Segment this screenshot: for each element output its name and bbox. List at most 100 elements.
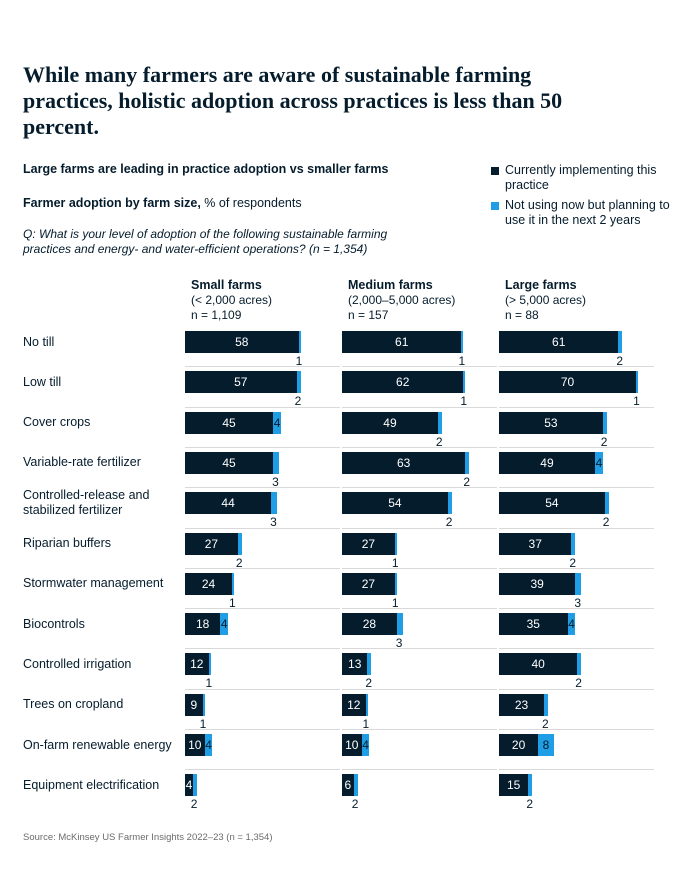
value-label-planning: 2 (526, 797, 534, 812)
bar-planning (298, 331, 301, 353)
value-label-current: 57 (234, 375, 248, 390)
bar-current (185, 572, 232, 595)
bar-planning (604, 492, 609, 515)
panel-header-2: Large farms (> 5,000 acres) n = 88 (505, 278, 655, 323)
legend-label-current: Currently implementing this practice (505, 163, 657, 192)
value-label-planning: 1 (633, 394, 640, 409)
bar-current (185, 613, 221, 636)
value-label-planning: 2 (435, 434, 443, 449)
bar-planning (544, 693, 548, 716)
value-label-current: 45 (222, 455, 236, 470)
bar-current (499, 451, 595, 474)
row-label: Variable-rate fertilizer (23, 455, 141, 470)
value-label-current: 49 (383, 415, 397, 430)
panel-n: n = 157 (348, 308, 389, 322)
row-divider (185, 406, 340, 408)
bar-planning (367, 653, 372, 676)
row-divider (185, 729, 340, 730)
row-label: Low till (23, 374, 62, 389)
chart-subtitle: Large farms are leading in practice adop… (23, 162, 389, 176)
value-label-planning: 1 (295, 354, 303, 368)
bar-planning (538, 734, 554, 756)
bar-planning (461, 331, 464, 353)
value-label-planning: 4 (220, 617, 228, 632)
bar-current (342, 492, 448, 515)
value-label-planning: 3 (395, 636, 403, 651)
legend-item-planning: Not using now but planning to use it in … (491, 198, 671, 228)
panel-header-1: Medium farms (2,000–5,000 acres) n = 157 (348, 278, 498, 323)
value-label-planning: 3 (270, 515, 277, 530)
row-divider (342, 769, 497, 771)
value-label-planning: 2 (235, 555, 243, 570)
value-label-current: 12 (190, 657, 204, 672)
value-label-planning: 1 (228, 595, 236, 610)
bar-planning (636, 371, 639, 394)
value-label-current: 10 (345, 738, 359, 752)
bar-planning (618, 331, 623, 353)
value-label-planning: 1 (391, 555, 399, 570)
bar-current (499, 492, 605, 515)
value-label-planning: 2 (616, 354, 624, 368)
row-label: Controlled-release and stabilized fertil… (23, 488, 150, 518)
bar-planning (192, 774, 197, 797)
bar-current (342, 653, 368, 676)
measure-label: Farmer adoption by farm size, % of respo… (23, 196, 302, 210)
survey-question: Q: What is your level of adoption of the… (23, 227, 388, 256)
bar-planning (437, 411, 442, 434)
row-divider (185, 769, 340, 771)
row-divider (342, 688, 497, 690)
row-label: Equipment electrification (23, 777, 160, 792)
row-divider (499, 366, 654, 368)
value-label-planning: 1 (391, 595, 399, 610)
bar-planning (361, 734, 370, 756)
measure-unit: % of respondents (200, 196, 302, 210)
value-label-current: 44 (221, 496, 235, 511)
row-divider (499, 527, 654, 529)
value-label-planning: 2 (190, 797, 198, 812)
value-label-planning: 2 (542, 716, 549, 731)
bar-current (342, 411, 438, 434)
value-label-planning: 2 (365, 676, 373, 691)
row-label: Controlled irrigation (23, 656, 132, 671)
bar-current (499, 572, 576, 595)
bar-current (342, 774, 354, 797)
value-label-current: 27 (361, 576, 376, 591)
bar-current (185, 653, 209, 676)
bar-planning (271, 492, 278, 515)
bar-planning (594, 451, 603, 474)
source-note: Source: McKinsey US Farmer Insights 2022… (23, 832, 273, 843)
row-divider (342, 608, 497, 610)
value-label-planning: 2 (294, 394, 302, 409)
value-label-current: 61 (395, 335, 409, 349)
bar-planning (463, 371, 466, 394)
value-label-planning: 4 (362, 738, 369, 752)
bar-planning (465, 451, 470, 474)
row-label: Cover crops (23, 415, 91, 430)
bar-planning (353, 774, 358, 797)
value-label-planning: 2 (445, 515, 453, 530)
value-label-planning: 1 (362, 716, 370, 731)
value-label-planning: 1 (458, 354, 466, 368)
value-label-current: 45 (222, 415, 236, 430)
value-label-planning: 2 (575, 676, 582, 691)
value-label-planning: 3 (574, 595, 581, 610)
measure-bold: Farmer adoption by farm size, (23, 196, 201, 210)
bar-planning (567, 613, 576, 636)
bar-current (342, 613, 397, 636)
row-divider (342, 366, 497, 368)
row-divider (499, 567, 654, 569)
value-label-current: 28 (362, 617, 377, 632)
value-label-current: 54 (545, 496, 559, 511)
bar-planning (296, 371, 301, 394)
row-divider (499, 406, 654, 408)
value-label-current: 27 (361, 536, 376, 551)
panel-size: (> 5,000 acres) (505, 293, 587, 307)
bar-planning (232, 572, 234, 595)
bar-current (342, 371, 464, 394)
value-label-current: 37 (528, 536, 542, 551)
value-label-current: 53 (544, 415, 558, 430)
bar-planning (208, 653, 211, 676)
panel-name: Small farms (191, 278, 262, 292)
bar-current (342, 451, 466, 474)
bar-current (185, 492, 272, 515)
